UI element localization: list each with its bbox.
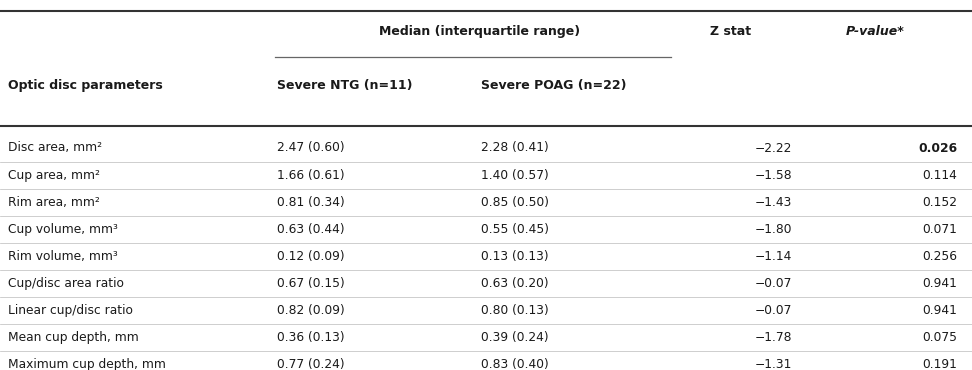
Text: 2.28 (0.41): 2.28 (0.41) — [481, 141, 549, 155]
Text: 0.83 (0.40): 0.83 (0.40) — [481, 357, 549, 370]
Text: −1.58: −1.58 — [754, 168, 792, 182]
Text: −1.43: −1.43 — [755, 195, 792, 209]
Text: 0.39 (0.24): 0.39 (0.24) — [481, 330, 549, 344]
Text: 0.941: 0.941 — [922, 276, 957, 290]
Text: Maximum cup depth, mm: Maximum cup depth, mm — [8, 357, 165, 370]
Text: Severe POAG (n=22): Severe POAG (n=22) — [481, 78, 627, 92]
Text: 0.67 (0.15): 0.67 (0.15) — [277, 276, 345, 290]
Text: 0.36 (0.13): 0.36 (0.13) — [277, 330, 345, 344]
Text: 0.63 (0.44): 0.63 (0.44) — [277, 222, 345, 236]
Text: Linear cup/disc ratio: Linear cup/disc ratio — [8, 303, 133, 317]
Text: 0.191: 0.191 — [922, 357, 957, 370]
Text: −1.14: −1.14 — [755, 249, 792, 263]
Text: Rim area, mm²: Rim area, mm² — [8, 195, 99, 209]
Text: Z stat: Z stat — [710, 25, 750, 38]
Text: 0.81 (0.34): 0.81 (0.34) — [277, 195, 345, 209]
Text: 0.80 (0.13): 0.80 (0.13) — [481, 303, 549, 317]
Text: 0.82 (0.09): 0.82 (0.09) — [277, 303, 345, 317]
Text: −2.22: −2.22 — [755, 141, 792, 155]
Text: 0.85 (0.50): 0.85 (0.50) — [481, 195, 549, 209]
Text: 0.114: 0.114 — [922, 168, 957, 182]
Text: 0.12 (0.09): 0.12 (0.09) — [277, 249, 345, 263]
Text: 0.075: 0.075 — [922, 330, 957, 344]
Text: 1.40 (0.57): 1.40 (0.57) — [481, 168, 549, 182]
Text: 0.941: 0.941 — [922, 303, 957, 317]
Text: 1.66 (0.61): 1.66 (0.61) — [277, 168, 345, 182]
Text: Cup volume, mm³: Cup volume, mm³ — [8, 222, 118, 236]
Text: −0.07: −0.07 — [755, 276, 792, 290]
Text: Median (interquartile range): Median (interquartile range) — [379, 25, 580, 38]
Text: Severe NTG (n=11): Severe NTG (n=11) — [277, 78, 412, 92]
Text: 0.026: 0.026 — [919, 141, 957, 155]
Text: 0.256: 0.256 — [922, 249, 957, 263]
Text: 0.071: 0.071 — [922, 222, 957, 236]
Text: −1.31: −1.31 — [755, 357, 792, 370]
Text: −1.80: −1.80 — [754, 222, 792, 236]
Text: Cup/disc area ratio: Cup/disc area ratio — [8, 276, 123, 290]
Text: 2.47 (0.60): 2.47 (0.60) — [277, 141, 345, 155]
Text: −0.07: −0.07 — [755, 303, 792, 317]
Text: Mean cup depth, mm: Mean cup depth, mm — [8, 330, 139, 344]
Text: 0.77 (0.24): 0.77 (0.24) — [277, 357, 345, 370]
Text: 0.63 (0.20): 0.63 (0.20) — [481, 276, 549, 290]
Text: 0.152: 0.152 — [922, 195, 957, 209]
Text: Optic disc parameters: Optic disc parameters — [8, 78, 162, 92]
Text: Disc area, mm²: Disc area, mm² — [8, 141, 102, 155]
Text: 0.55 (0.45): 0.55 (0.45) — [481, 222, 549, 236]
Text: Rim volume, mm³: Rim volume, mm³ — [8, 249, 118, 263]
Text: −1.78: −1.78 — [754, 330, 792, 344]
Text: Cup area, mm²: Cup area, mm² — [8, 168, 100, 182]
Text: 0.13 (0.13): 0.13 (0.13) — [481, 249, 549, 263]
Text: P-value*: P-value* — [846, 25, 904, 38]
